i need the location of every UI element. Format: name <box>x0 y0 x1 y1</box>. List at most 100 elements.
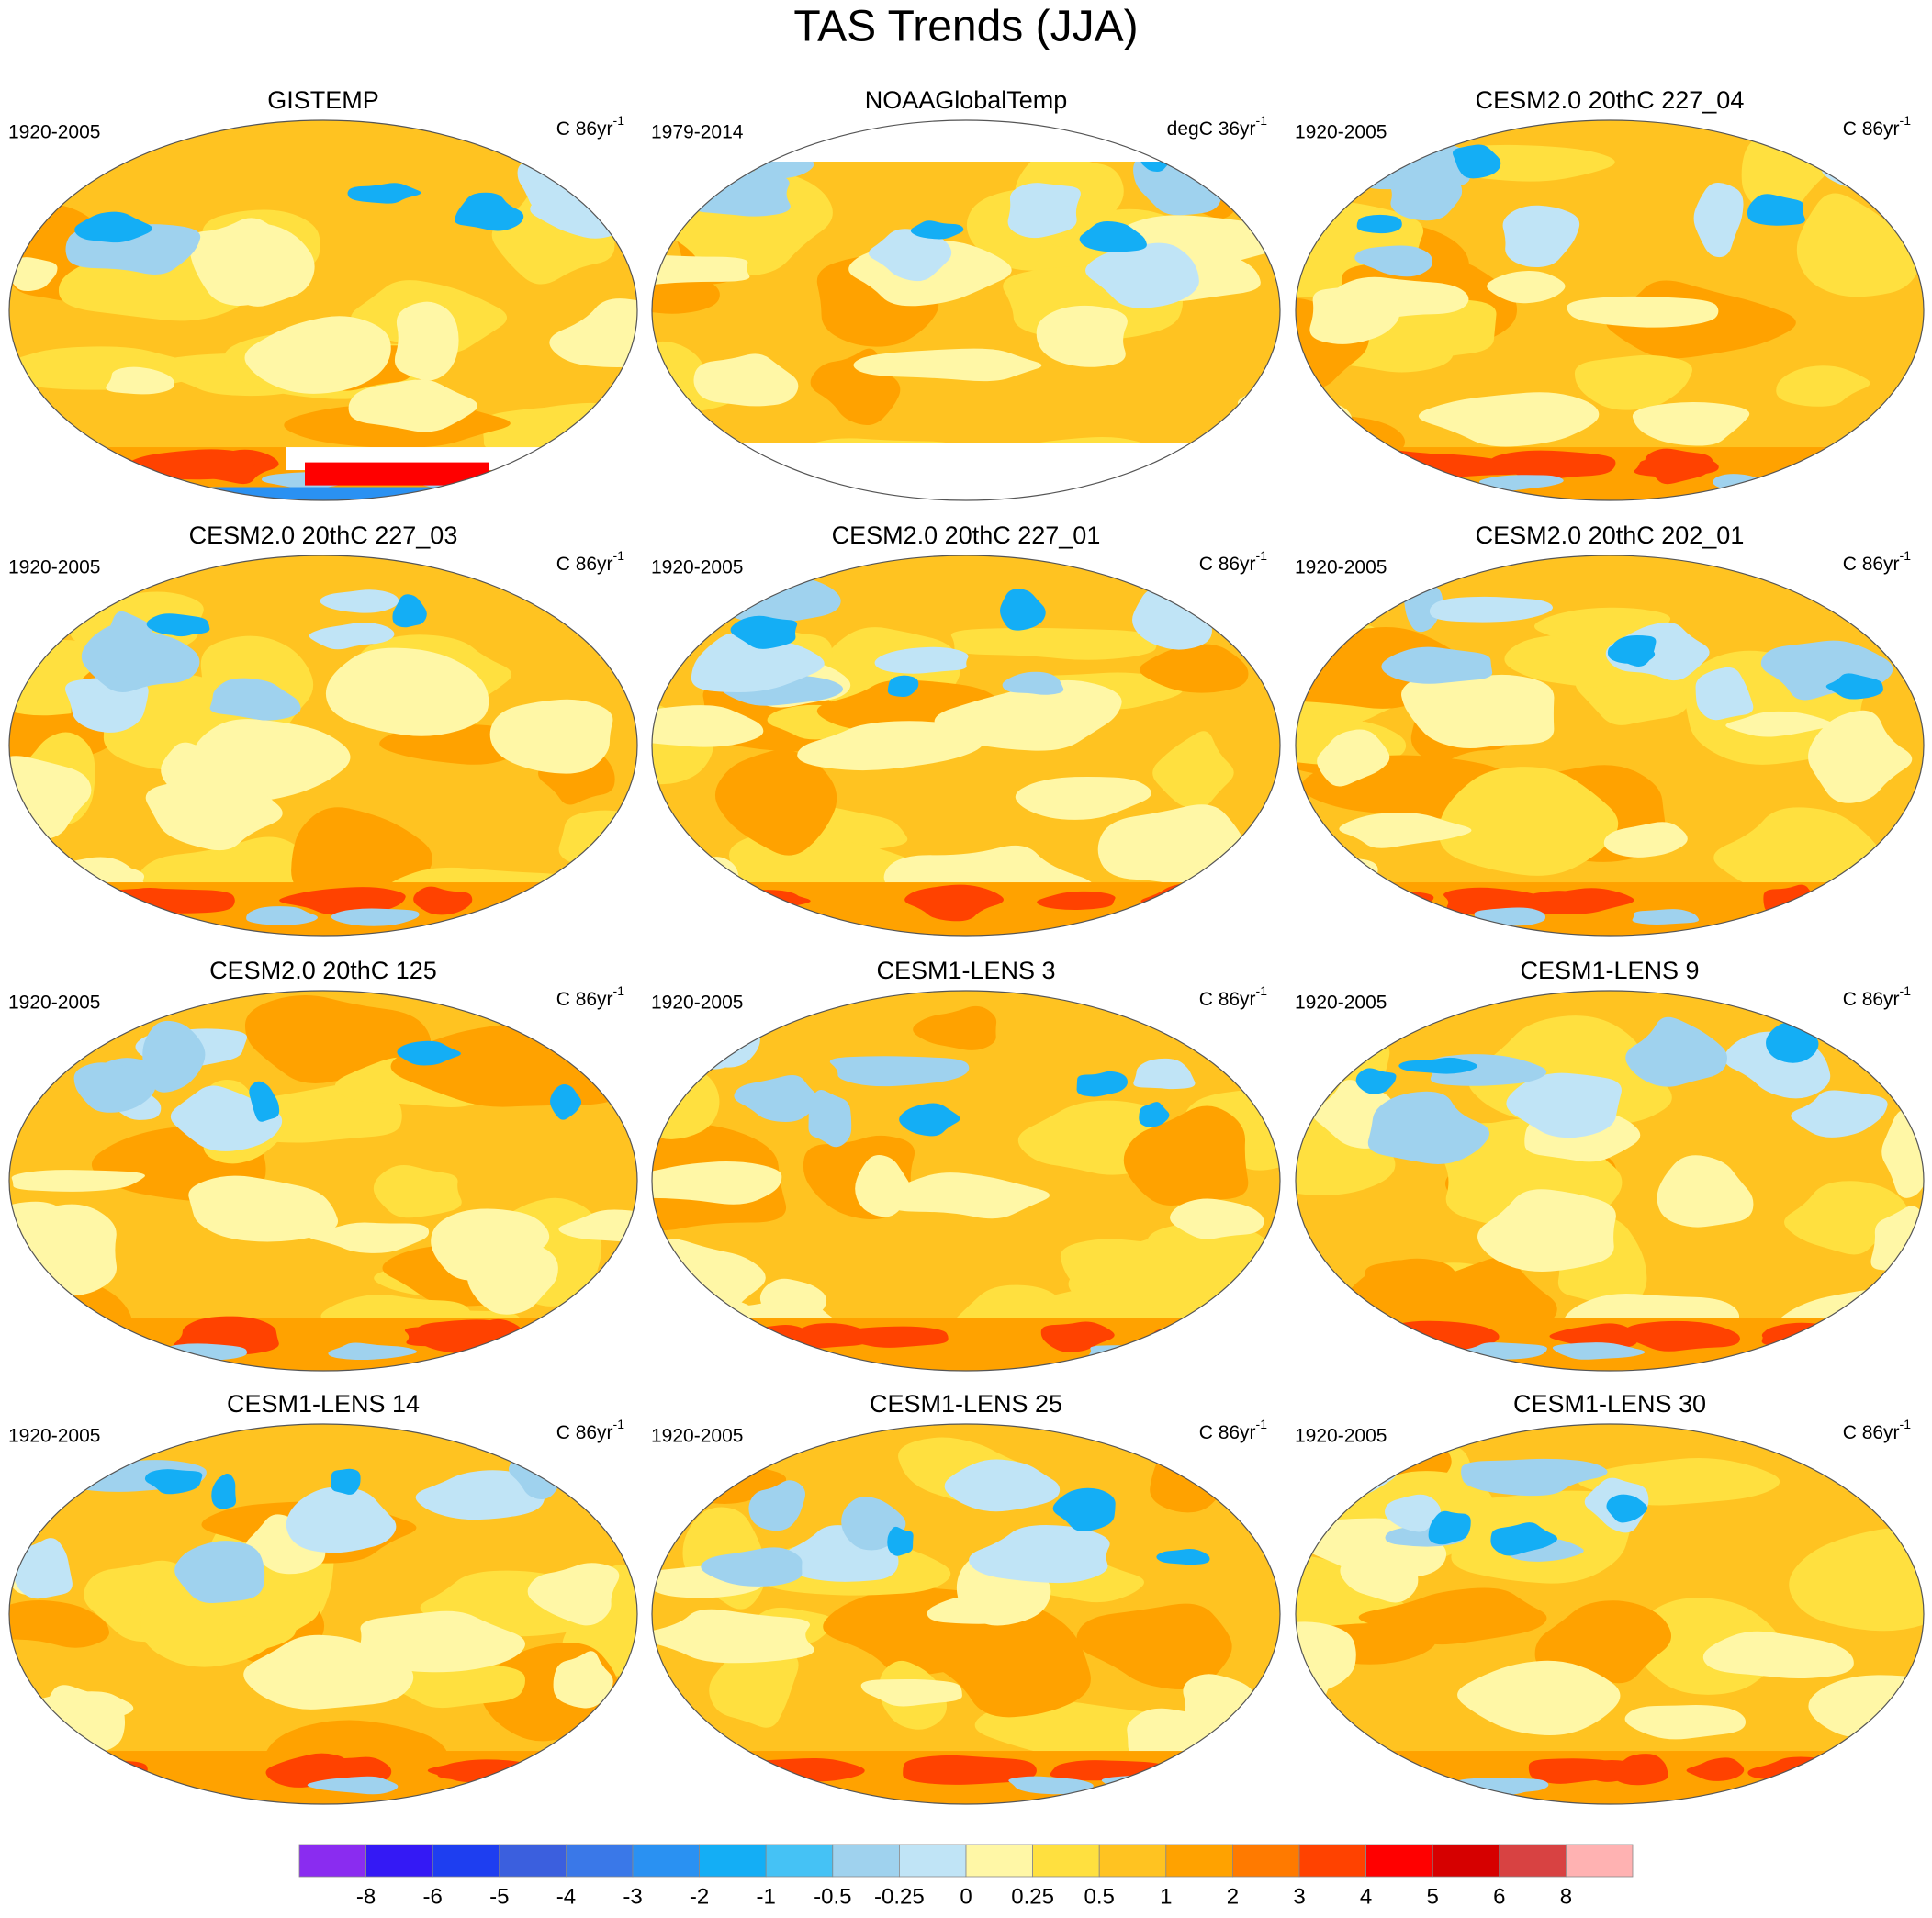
panel-title: CESM2.0 20thC 227_01 <box>832 522 1101 549</box>
map <box>9 1424 637 1804</box>
map-shading <box>11 1170 145 1192</box>
map-panel: NOAAGlobalTemp 1979-2014 degC 36yr-1 <box>651 86 1281 501</box>
map-shading <box>1000 589 1046 631</box>
map-shading <box>917 1601 1091 1718</box>
map <box>652 555 1280 936</box>
colorbar-box <box>1566 1844 1634 1878</box>
map <box>1296 555 1924 936</box>
map-shading <box>246 906 318 925</box>
period-label: 1920-2005 <box>651 1426 743 1447</box>
map-shading <box>652 1293 763 1370</box>
colorbar: -8 -6 -5 -4 -3 -2 -1 -0.5 -0.25 0 0.25 0.5 1 2 3 4 5 6 8 <box>298 1844 1634 1909</box>
units-label: C 86yr-1 <box>1199 1417 1268 1443</box>
panel-title: GISTEMP <box>267 86 379 114</box>
colorbar-label: -8 <box>356 1884 376 1909</box>
map <box>1296 120 1924 500</box>
colorbar-label: 6 <box>1493 1884 1505 1909</box>
map-shading <box>394 301 459 381</box>
map-shading <box>652 1318 1280 1371</box>
map-shading <box>969 1525 1110 1584</box>
map-shading <box>1398 1057 1477 1074</box>
map-shading <box>652 705 764 747</box>
map-panel: CESM2.0 20thC 227_01 1920-2005 C 86yr-1 <box>651 522 1281 937</box>
map-shading <box>305 462 489 486</box>
map-shading <box>1625 1016 1727 1087</box>
colorbar-box <box>1298 1844 1366 1878</box>
map-shading <box>1132 906 1201 925</box>
map-shading <box>1037 891 1116 910</box>
map-shading <box>1296 401 1353 460</box>
colorbar-label: 2 <box>1227 1884 1239 1909</box>
map-shading <box>188 218 287 306</box>
map-shading <box>691 632 825 692</box>
map-shading <box>1152 731 1234 809</box>
panel-title: CESM1-LENS 9 <box>1520 957 1699 984</box>
map-shading <box>397 1040 461 1066</box>
units-text: C 86yr <box>1199 989 1256 1010</box>
map-shading <box>390 1662 525 1709</box>
map-border <box>651 555 1281 937</box>
map-shading <box>1611 635 1657 667</box>
colorbar-box <box>1365 1844 1433 1878</box>
units-superscript: -1 <box>1900 983 1912 998</box>
map-shading <box>652 1609 814 1664</box>
map-shading <box>1808 710 1913 803</box>
map-shading <box>950 627 1157 660</box>
colorbar-box <box>699 1844 767 1878</box>
map-shading <box>558 810 637 868</box>
units-text: C 86yr <box>1843 1422 1900 1443</box>
period-label: 1920-2005 <box>1295 1426 1387 1447</box>
map-shading <box>730 907 776 926</box>
map-shading <box>910 220 964 240</box>
map-shading <box>358 1610 525 1673</box>
map-shading <box>1686 1757 1745 1781</box>
map-shading <box>734 1074 820 1122</box>
map-shading <box>55 1759 148 1784</box>
map-shading <box>730 615 798 649</box>
panel-title: CESM2.0 20thC 227_03 <box>189 522 458 549</box>
colorbar-label: 8 <box>1560 1884 1572 1909</box>
period-label: 1920-2005 <box>8 993 100 1014</box>
figure-title: TAS Trends (JJA) <box>793 3 1138 51</box>
map-shading <box>308 1222 430 1253</box>
units-text: C 86yr <box>1199 554 1256 575</box>
map-shading <box>209 678 301 721</box>
map-shading <box>1309 286 1399 344</box>
map-panel: CESM1-LENS 25 1920-2005 C 86yr-1 <box>651 1390 1281 1805</box>
colorbar-box <box>899 1844 967 1878</box>
map-shading <box>1506 1072 1622 1138</box>
map <box>1296 1424 1924 1804</box>
map-shading <box>1574 354 1692 410</box>
colorbar-box <box>1499 1844 1567 1878</box>
map-shading <box>752 1324 809 1350</box>
map <box>652 991 1280 1371</box>
map-border <box>1295 555 1925 937</box>
map-shading <box>1139 1102 1170 1127</box>
map-shading <box>1036 305 1128 367</box>
colorbar-label: -6 <box>423 1884 443 1909</box>
map-border <box>8 119 638 501</box>
map-border <box>8 1423 638 1805</box>
map-shading <box>934 679 1122 751</box>
units-label: C 86yr-1 <box>1199 983 1268 1010</box>
map-shading <box>9 1318 637 1371</box>
map-shading <box>1534 1600 1672 1684</box>
map-shading <box>1528 1758 1615 1784</box>
map-shading <box>1567 296 1719 328</box>
map-shading <box>9 756 92 841</box>
map-shading <box>652 850 724 930</box>
map-panel: CESM1-LENS 3 1920-2005 C 86yr-1 <box>651 957 1281 1372</box>
colorbar-box <box>1232 1844 1300 1878</box>
panel-title: CESM2.0 20thC 202_01 <box>1476 522 1745 549</box>
map-shading <box>1339 813 1472 848</box>
map <box>9 991 637 1371</box>
units-superscript: -1 <box>1256 113 1268 128</box>
map-shading <box>797 721 985 771</box>
map <box>9 120 637 500</box>
map-shading <box>1132 585 1212 650</box>
map-shading <box>680 857 739 907</box>
map-shading <box>1052 1487 1116 1531</box>
map-shading <box>1301 1016 1382 1053</box>
map <box>9 555 637 936</box>
